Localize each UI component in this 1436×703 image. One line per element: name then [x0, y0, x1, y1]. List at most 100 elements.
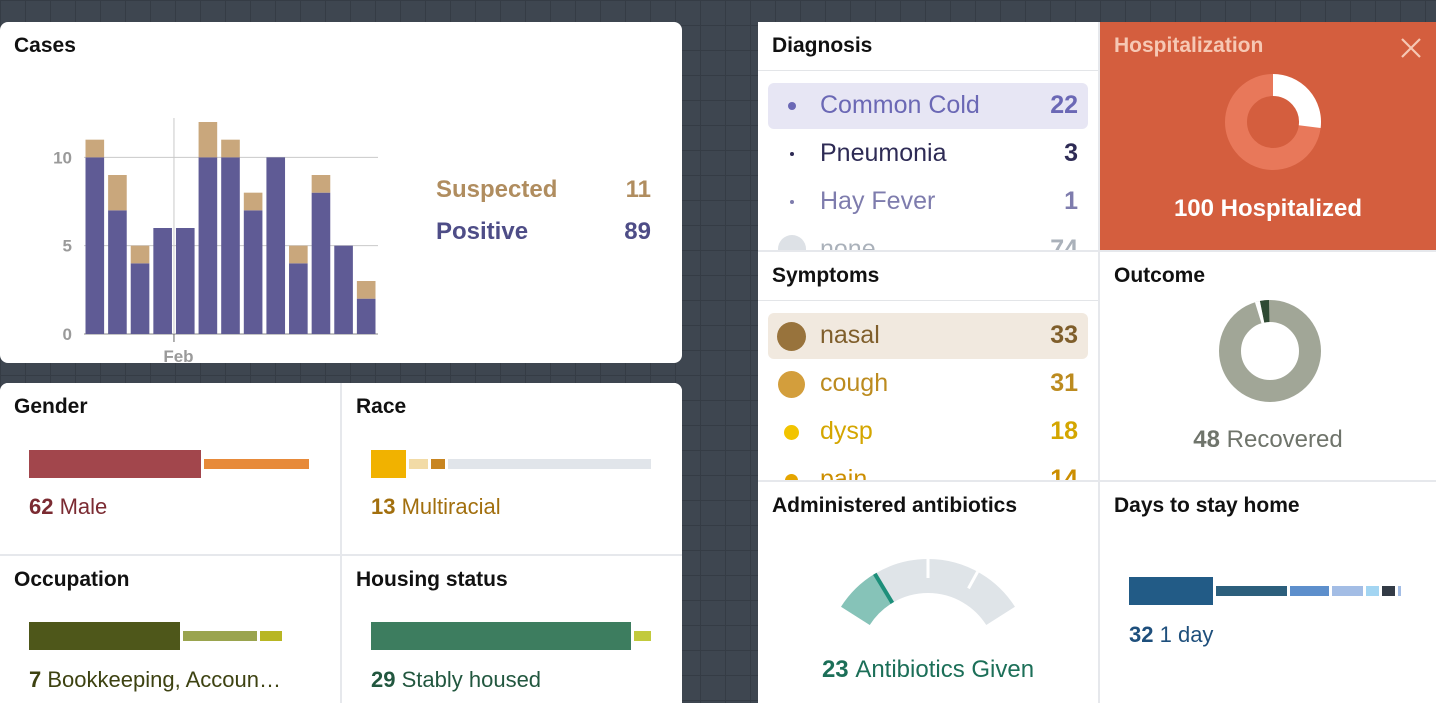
- bar-segment: [203, 459, 309, 469]
- gender-label: Male: [59, 494, 108, 519]
- gender-bar: [29, 450, 309, 478]
- bar-positive: [198, 157, 218, 334]
- bar-segment: [1382, 586, 1396, 596]
- days-home-label: 1 day: [1159, 622, 1214, 647]
- bar-segment: [1366, 586, 1380, 596]
- bar-segment: [634, 631, 651, 641]
- housing-card[interactable]: Housing status 29 Stably housed: [342, 556, 682, 703]
- diagnosis-divider: [758, 70, 1098, 71]
- gender-title: Gender: [14, 395, 88, 418]
- legend-suspected-label: Suspected: [436, 176, 558, 203]
- bar-segment: [431, 459, 445, 469]
- bar-positive: [243, 210, 263, 334]
- cases-card: Cases 10 5 0 Feb Suspected 11 Positive 89: [0, 22, 682, 363]
- occupation-title: Occupation: [14, 568, 130, 591]
- legend-positive[interactable]: Positive 89: [436, 218, 651, 246]
- antibiotics-card[interactable]: Administered antibiotics 23 Antibiotics …: [758, 482, 1098, 703]
- bar-suspected: [108, 175, 127, 211]
- dot-icon: [790, 152, 794, 156]
- diagnosis-item-hay-fever[interactable]: Hay Fever 1: [768, 179, 1088, 225]
- hospitalization-donut: [1225, 74, 1321, 170]
- bar-positive: [221, 157, 240, 334]
- diagnosis-card: Diagnosis Common Cold 22 Pneumonia 3 Hay…: [758, 22, 1098, 250]
- bar-suspected: [289, 245, 308, 264]
- donut-track: [1219, 300, 1321, 402]
- bar-positive: [289, 263, 308, 334]
- symptoms-item-pain[interactable]: pain 14: [768, 457, 1088, 480]
- housing-title: Housing status: [356, 568, 508, 591]
- diagnosis-item-none[interactable]: none 74: [768, 227, 1088, 250]
- dot-icon: [778, 371, 805, 398]
- y-tick-label: 10: [53, 148, 72, 167]
- gender-card[interactable]: Gender 62 Male: [0, 383, 340, 554]
- bar-suspected: [130, 245, 150, 264]
- housing-count: 29: [371, 667, 396, 692]
- legend-suspected[interactable]: Suspected 11: [436, 176, 651, 204]
- diagnosis-item-pneumonia[interactable]: Pneumonia 3: [768, 131, 1088, 177]
- gauge-value: [841, 573, 893, 626]
- symptoms-item-dysp[interactable]: dysp 18: [768, 409, 1088, 455]
- bar-segment: [1129, 577, 1213, 605]
- cases-chart: 10 5 0 Feb: [53, 118, 378, 362]
- symptoms-item-label: cough: [820, 369, 889, 397]
- bar-segment: [1289, 586, 1329, 596]
- symptoms-item-value: 18: [1050, 417, 1078, 445]
- diagnosis-item-label: Hay Fever: [820, 187, 936, 215]
- close-icon[interactable]: [1400, 37, 1422, 59]
- occupation-summary: 7 Bookkeeping, Accoun…: [29, 667, 281, 693]
- diagnosis-item-label: Common Cold: [820, 91, 980, 119]
- race-card[interactable]: Race 13 Multiracial: [342, 383, 682, 554]
- symptoms-item-value: 14: [1050, 465, 1078, 480]
- donut-arc: [1259, 300, 1270, 323]
- symptoms-item-value: 33: [1050, 321, 1078, 349]
- outcome-summary: 48 Recovered: [1100, 426, 1436, 454]
- gauge-tick: [967, 571, 979, 590]
- y-tick-label: 5: [63, 237, 72, 256]
- dot-icon: [777, 322, 806, 351]
- days-home-bar: [1129, 577, 1409, 605]
- gauge-needle: [873, 572, 895, 604]
- outcome-donut: [1219, 300, 1321, 402]
- race-bar: [371, 450, 651, 478]
- legend-suspected-value: 11: [625, 176, 651, 203]
- housing-summary: 29 Stably housed: [371, 667, 541, 693]
- symptoms-item-nasal[interactable]: nasal 33: [768, 313, 1088, 359]
- housing-bar: [371, 622, 651, 650]
- bar-positive: [108, 210, 127, 334]
- symptoms-item-value: 31: [1050, 369, 1078, 397]
- housing-label: Stably housed: [401, 667, 542, 692]
- occupation-label: Bookkeeping, Accoun…: [47, 667, 281, 692]
- symptoms-divider: [758, 300, 1098, 301]
- bar-suspected: [356, 281, 376, 299]
- dot-icon: [785, 474, 798, 480]
- hospitalization-title: Hospitalization: [1114, 34, 1264, 57]
- hospitalization-summary: 100 Hospitalized: [1100, 195, 1436, 223]
- days-home-card[interactable]: Days to stay home 32 1 day: [1100, 482, 1436, 703]
- symptoms-item-label: pain: [820, 465, 868, 480]
- bar-segment: [1398, 586, 1402, 596]
- bar-positive: [153, 228, 172, 334]
- bar-suspected: [243, 192, 263, 211]
- outcome-title: Outcome: [1114, 264, 1206, 287]
- bar-positive: [356, 298, 376, 334]
- diagnosis-item-label: none: [820, 235, 876, 250]
- dot-icon: [790, 200, 794, 204]
- bar-segment: [29, 622, 180, 650]
- occupation-card[interactable]: Occupation 7 Bookkeeping, Accoun…: [0, 556, 340, 703]
- diagnosis-item-common-cold[interactable]: Common Cold 22: [768, 83, 1088, 129]
- diagnosis-item-label: Pneumonia: [820, 139, 947, 167]
- antibiotics-title: Administered antibiotics: [772, 494, 1018, 517]
- bar-segment: [29, 450, 201, 478]
- diagnosis-item-value: 74: [1050, 235, 1078, 250]
- race-count: 13: [371, 494, 396, 519]
- bar-positive: [334, 245, 353, 334]
- x-tick-label: Feb: [163, 347, 193, 362]
- legend-positive-value: 89: [624, 218, 651, 245]
- bar-segment: [409, 459, 429, 469]
- race-title: Race: [356, 395, 407, 418]
- bar-suspected: [85, 139, 105, 158]
- hospitalization-card[interactable]: Hospitalization 100 Hospitalized: [1100, 22, 1436, 250]
- outcome-card[interactable]: Outcome 48 Recovered: [1100, 252, 1436, 480]
- bar-segment: [371, 450, 407, 478]
- symptoms-item-cough[interactable]: cough 31: [768, 361, 1088, 407]
